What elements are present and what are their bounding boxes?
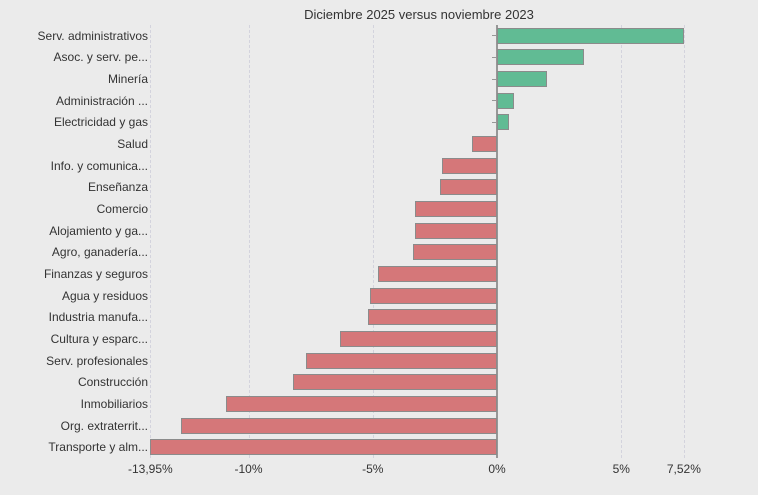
category-label: Industria manufa... bbox=[48, 310, 148, 325]
x-axis-tick-label: 5% bbox=[612, 462, 630, 476]
category-label: Agro, ganadería... bbox=[51, 245, 148, 260]
bar[interactable] bbox=[377, 265, 497, 282]
category-axis-tick bbox=[491, 56, 497, 58]
category-label: Finanzas y seguros bbox=[43, 266, 148, 281]
chart-title: Diciembre 2025 versus noviembre 2023 bbox=[304, 7, 534, 22]
bar[interactable] bbox=[412, 244, 497, 261]
category-label: Serv. administrativos bbox=[37, 28, 148, 43]
gridline bbox=[621, 25, 623, 458]
x-axis-tick-label: -5% bbox=[362, 462, 384, 476]
bar[interactable] bbox=[497, 114, 510, 131]
bar[interactable] bbox=[150, 439, 497, 456]
bar[interactable] bbox=[439, 179, 497, 196]
category-axis-tick bbox=[491, 100, 497, 102]
bar[interactable] bbox=[367, 309, 497, 326]
category-axis-tick bbox=[491, 78, 497, 80]
bar[interactable] bbox=[414, 201, 497, 218]
category-label: Info. y comunica... bbox=[50, 158, 148, 173]
category-label: Transporte y alm... bbox=[48, 440, 148, 455]
zero-axis-line bbox=[496, 25, 498, 458]
bar[interactable] bbox=[442, 157, 497, 174]
bar[interactable] bbox=[340, 330, 497, 347]
x-axis-tick-label: 0% bbox=[488, 462, 506, 476]
gridline bbox=[150, 25, 152, 458]
category-label: Construcción bbox=[77, 375, 148, 390]
category-label: Electricidad y gas bbox=[53, 115, 148, 130]
bar[interactable] bbox=[181, 417, 497, 434]
category-label: Inmobiliarios bbox=[80, 396, 148, 411]
bar[interactable] bbox=[370, 287, 497, 304]
bar[interactable] bbox=[293, 374, 497, 391]
category-label: Agua y residuos bbox=[61, 288, 148, 303]
category-label: Comercio bbox=[96, 202, 148, 217]
category-label: Enseñanza bbox=[87, 180, 148, 195]
bar[interactable] bbox=[497, 49, 584, 66]
category-label: Org. extraterrit... bbox=[60, 418, 148, 433]
x-axis-tick-label: -13,95% bbox=[127, 462, 173, 476]
bar[interactable] bbox=[472, 136, 497, 153]
category-label: Cultura y esparc... bbox=[50, 331, 148, 346]
category-label: Administración ... bbox=[55, 93, 148, 108]
x-axis-tick-label: -10% bbox=[234, 462, 263, 476]
gridline bbox=[372, 25, 374, 458]
bar[interactable] bbox=[414, 222, 497, 239]
category-label: Salud bbox=[117, 137, 148, 152]
category-label: Asoc. y serv. pe... bbox=[53, 50, 148, 65]
bar[interactable] bbox=[497, 92, 515, 109]
category-label: Serv. profesionales bbox=[46, 353, 148, 368]
bar[interactable] bbox=[497, 27, 684, 44]
category-label: Alojamiento y ga... bbox=[49, 223, 148, 238]
bar[interactable] bbox=[497, 71, 547, 88]
bar[interactable] bbox=[226, 395, 497, 412]
gridline bbox=[248, 25, 250, 458]
category-axis-tick bbox=[491, 121, 497, 123]
bar[interactable] bbox=[305, 352, 497, 369]
gridline bbox=[683, 25, 685, 458]
category-axis-tick bbox=[491, 35, 497, 37]
category-label: Minería bbox=[107, 72, 148, 87]
x-axis-tick-label: 7,52% bbox=[666, 462, 701, 476]
